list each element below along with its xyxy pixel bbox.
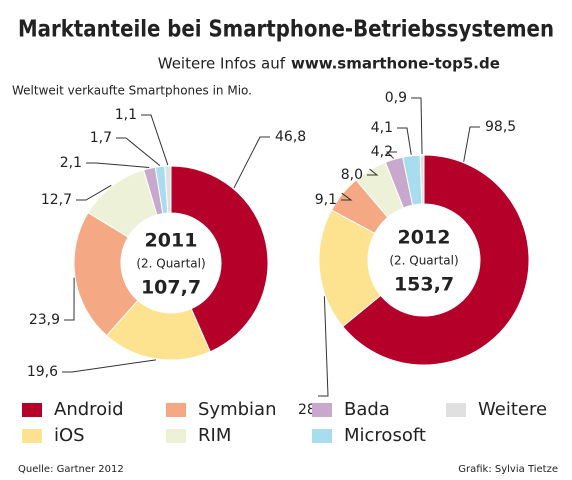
- credit: Grafik: Sylvia Tietze: [458, 464, 558, 475]
- legend-swatch: [22, 403, 42, 417]
- leader-line: [385, 151, 397, 159]
- leader-line: [76, 184, 112, 201]
- leader-line: [116, 137, 161, 167]
- source: Quelle: Gartner 2012: [18, 464, 124, 475]
- legend-swatch: [312, 429, 332, 443]
- leader-line: [411, 97, 423, 155]
- legend-label: iOS: [54, 425, 85, 446]
- legend-swatch: [312, 403, 332, 417]
- legend-label: Weitere: [478, 399, 547, 420]
- value-label: 9,1: [315, 192, 337, 208]
- donut-slice: [419, 154, 425, 205]
- value-label: 8,0: [341, 167, 363, 183]
- leader-line: [341, 192, 353, 201]
- subtitle-link: www.smarthone-top5.de: [291, 55, 500, 73]
- legend-label: Android: [54, 399, 124, 420]
- center-subtitle: (2. Quartal): [389, 254, 458, 268]
- donut-slice: [164, 165, 172, 214]
- legend-swatch: [166, 403, 186, 417]
- donut-slice: [170, 165, 269, 353]
- note: Weltweit verkaufte Smartphones in Mio.: [12, 84, 252, 98]
- value-label: 46,8: [275, 129, 306, 145]
- legend-swatch: [446, 403, 466, 417]
- value-label: 4,1: [371, 120, 393, 136]
- value-label: 1,1: [115, 107, 137, 123]
- leader-line: [233, 136, 270, 189]
- leader-line: [141, 114, 169, 166]
- legend-swatch: [22, 429, 42, 443]
- title: Marktanteile bei Smartphone-Betriebssyst…: [18, 17, 554, 43]
- value-label: 4,2: [371, 144, 393, 160]
- value-label: 19,6: [27, 364, 58, 380]
- center-year: 2011: [145, 230, 198, 252]
- legend-swatch: [166, 429, 186, 443]
- leader-line: [64, 277, 75, 321]
- value-label: 0,9: [385, 90, 407, 106]
- leader-line: [463, 126, 480, 162]
- leader-line: [62, 359, 157, 373]
- leader-line: [86, 162, 150, 168]
- legend-label: Bada: [344, 399, 390, 420]
- center-total: 153,7: [394, 274, 454, 296]
- value-label: 23,9: [29, 312, 60, 328]
- legend-label: RIM: [198, 425, 231, 446]
- leader-line: [367, 168, 379, 176]
- donut-slice: [73, 211, 139, 337]
- center-year: 2012: [398, 227, 451, 249]
- legend-label: Microsoft: [344, 425, 426, 446]
- subtitle: Weitere Infos auf: [158, 55, 286, 73]
- legend-label: Symbian: [198, 399, 276, 420]
- value-label: 2,1: [60, 155, 82, 171]
- leader-line: [318, 296, 329, 397]
- value-label: 98,5: [485, 119, 516, 135]
- center-subtitle: (2. Quartal): [136, 257, 205, 271]
- donut-slice: [342, 154, 530, 366]
- center-total: 107,7: [141, 277, 201, 299]
- value-label: 12,7: [41, 192, 72, 208]
- value-label: 1,7: [90, 130, 112, 146]
- leader-line: [397, 127, 412, 155]
